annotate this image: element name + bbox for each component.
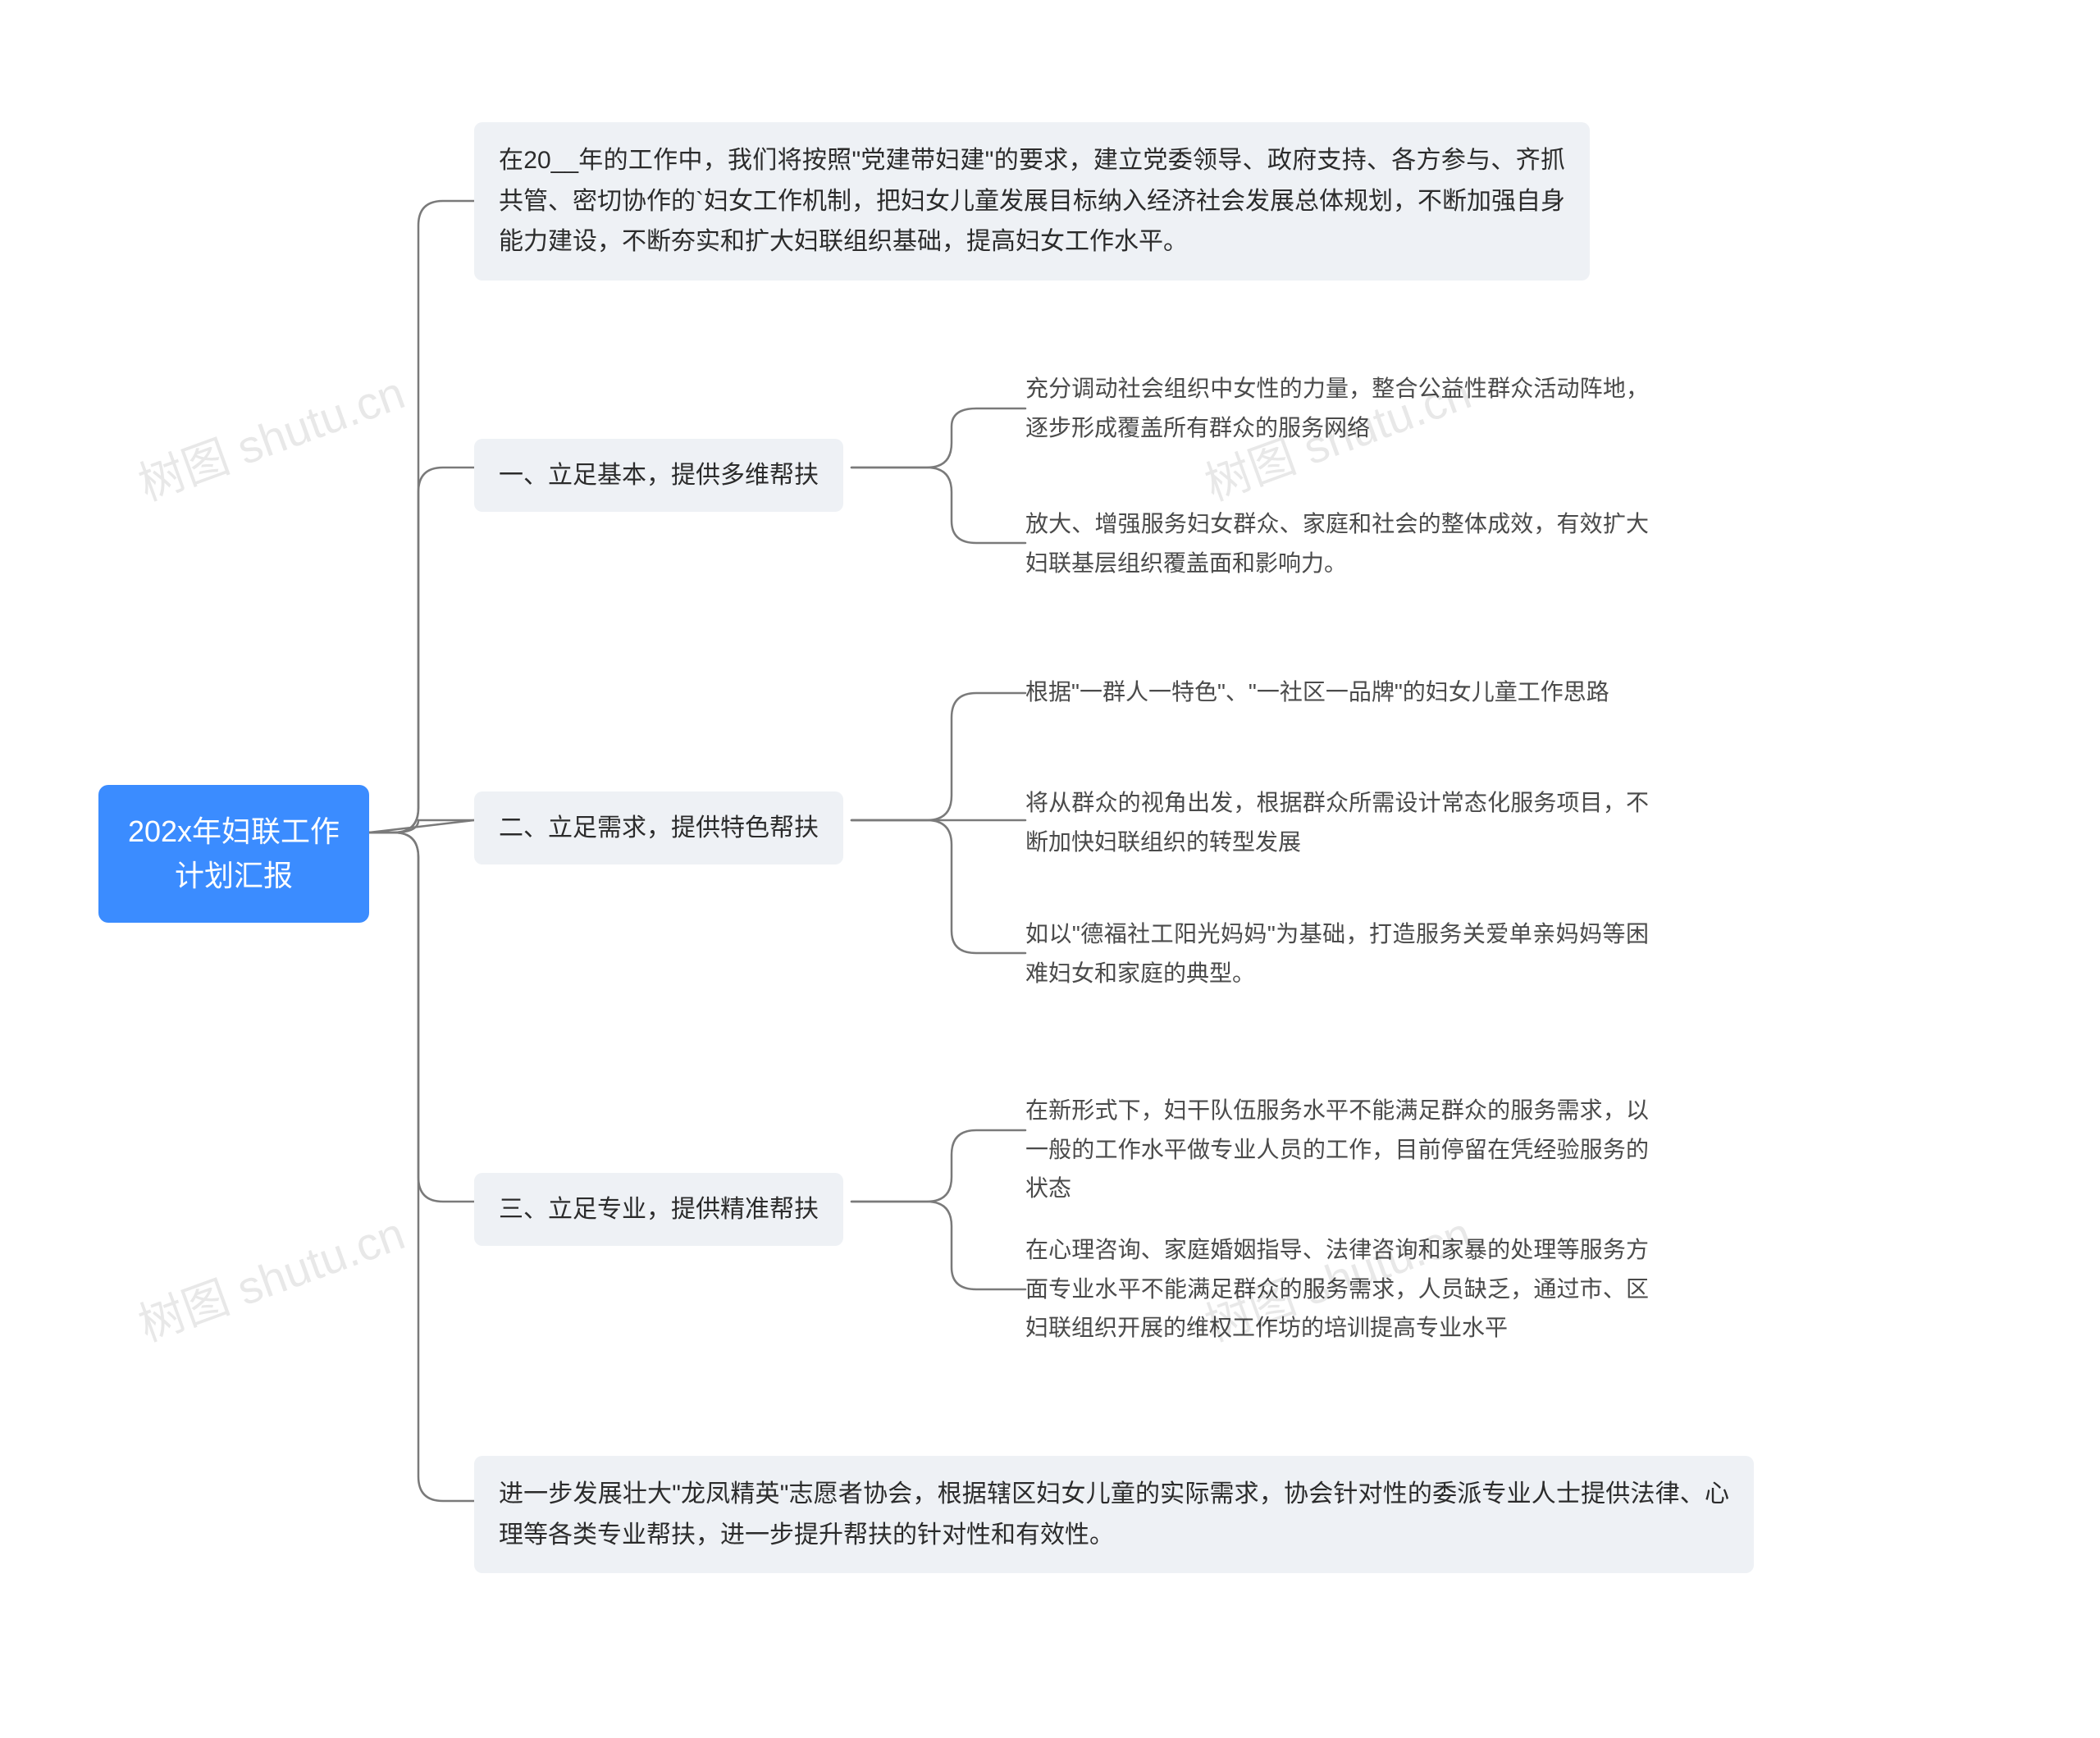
mindmap-canvas: 202x年妇联工作计划汇报 在20__年的工作中，我们将按照"党建带妇建"的要求…: [0, 0, 2100, 1738]
branch-3-title: 三、立足专业，提供精准帮扶: [474, 1173, 843, 1246]
branch-1-leaf-2: 放大、增强服务妇女群众、家庭和社会的整体成效，有效扩大妇联基层组织覆盖面和影响力…: [1025, 504, 1649, 582]
outro-block: 进一步发展壮大"龙凤精英"志愿者协会，根据辖区妇女儿童的实际需求，协会针对性的委…: [474, 1456, 1754, 1573]
branch-2-leaf-1: 根据"一群人一特色"、"一社区一品牌"的妇女儿童工作思路: [1025, 673, 1649, 712]
root-node: 202x年妇联工作计划汇报: [98, 785, 369, 923]
branch-1-leaf-1: 充分调动社会组织中女性的力量，整合公益性群众活动阵地，逐步形成覆盖所有群众的服务…: [1025, 369, 1649, 447]
branch-1-title: 一、立足基本，提供多维帮扶: [474, 439, 843, 512]
watermark: 树图 shutu.cn: [128, 1197, 413, 1354]
intro-block: 在20__年的工作中，我们将按照"党建带妇建"的要求，建立党委领导、政府支持、各…: [474, 122, 1590, 281]
watermark: 树图 shutu.cn: [128, 356, 413, 513]
branch-2-title: 二、立足需求，提供特色帮扶: [474, 791, 843, 864]
branch-2-leaf-2: 将从群众的视角出发，根据群众所需设计常态化服务项目，不断加快妇联组织的转型发展: [1025, 783, 1649, 861]
branch-3-leaf-2: 在心理咨询、家庭婚姻指导、法律咨询和家暴的处理等服务方面专业水平不能满足群众的服…: [1025, 1230, 1649, 1348]
branch-3-leaf-1: 在新形式下，妇干队伍服务水平不能满足群众的服务需求，以一般的工作水平做专业人员的…: [1025, 1091, 1649, 1208]
branch-2-leaf-3: 如以"德福社工阳光妈妈"为基础，打造服务关爱单亲妈妈等困难妇女和家庭的典型。: [1025, 915, 1649, 992]
